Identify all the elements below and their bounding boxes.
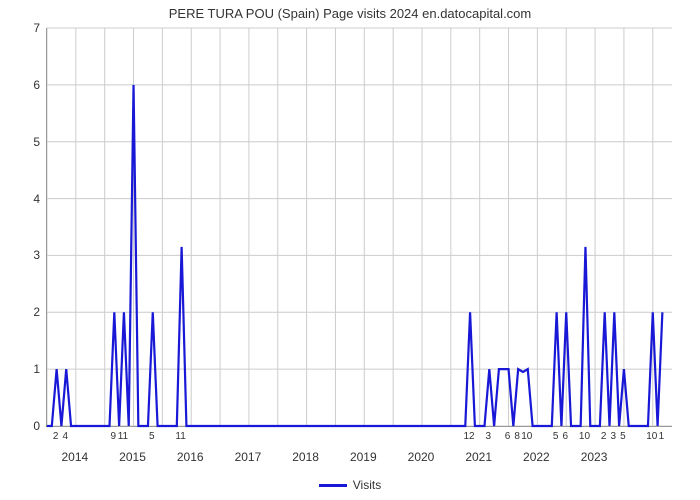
y-tick-label: 0 [6,419,40,433]
x-minor-label: 8 [514,431,520,442]
x-minor-label: 5 [149,431,155,442]
x-minor-label: 3 [611,431,617,442]
x-minor-label: 2 [53,431,59,442]
y-tick-label: 5 [6,135,40,149]
x-minor-label: 4 [62,431,68,442]
y-tick-label: 1 [6,362,40,376]
x-year-label: 2016 [177,450,204,464]
x-minor-label: 6 [505,431,511,442]
chart-svg [47,28,672,426]
x-minor-label: 11 [175,431,185,442]
x-year-label: 2018 [292,450,319,464]
plot-area [46,28,672,427]
x-minor-label: 5 [553,431,559,442]
x-minor-label: 10 [521,431,532,442]
y-tick-label: 4 [6,192,40,206]
x-minor-label: 10 [579,431,590,442]
x-year-label: 2021 [465,450,492,464]
y-tick-label: 3 [6,248,40,262]
x-year-label: 2022 [523,450,550,464]
x-minor-label: 12 [464,431,475,442]
x-minor-label: 9 [111,431,117,442]
x-year-label: 2023 [581,450,608,464]
x-year-label: 2017 [235,450,262,464]
y-tick-label: 2 [6,305,40,319]
x-minor-label: 6 [562,431,568,442]
chart-container: PERE TURA POU (Spain) Page visits 2024 e… [0,0,700,500]
x-year-label: 2020 [408,450,435,464]
legend-label: Visits [353,478,381,492]
chart-title: PERE TURA POU (Spain) Page visits 2024 e… [0,6,700,21]
y-tick-label: 6 [6,78,40,92]
x-minor-label: 10 [646,431,657,442]
x-year-label: 2014 [61,450,88,464]
x-minor-label: 1 [659,431,665,442]
x-year-label: 2019 [350,450,377,464]
x-minor-label: 2 [601,431,607,442]
x-minor-label: 11 [118,431,128,442]
x-minor-label: 3 [486,431,492,442]
x-year-label: 2015 [119,450,146,464]
legend: Visits [0,478,700,492]
y-tick-label: 7 [6,21,40,35]
x-minor-label: 5 [620,431,626,442]
legend-swatch [319,484,347,487]
